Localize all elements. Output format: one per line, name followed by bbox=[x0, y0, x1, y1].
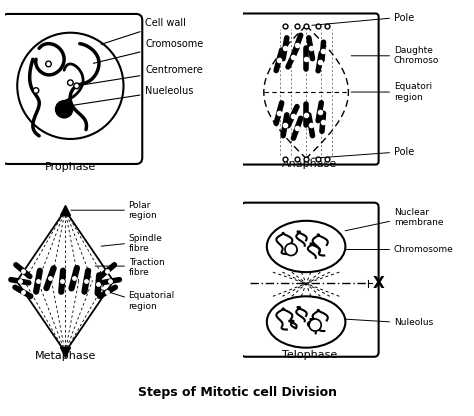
Text: Cromosome: Cromosome bbox=[93, 39, 204, 63]
Text: Polar
region: Polar region bbox=[128, 201, 157, 220]
Text: Prophase: Prophase bbox=[45, 162, 96, 172]
Text: Nueleolus: Nueleolus bbox=[70, 86, 194, 106]
Circle shape bbox=[309, 319, 321, 331]
FancyBboxPatch shape bbox=[241, 203, 379, 357]
Text: Centromere: Centromere bbox=[79, 65, 203, 85]
Text: Chromosome: Chromosome bbox=[394, 245, 454, 254]
Circle shape bbox=[46, 61, 51, 67]
Text: Equatorial
region: Equatorial region bbox=[128, 291, 175, 311]
Circle shape bbox=[285, 243, 297, 255]
Ellipse shape bbox=[267, 296, 346, 348]
Text: Anaphase: Anaphase bbox=[282, 159, 337, 169]
Text: Daughte
Chromoso: Daughte Chromoso bbox=[394, 46, 439, 65]
Text: Spindle
fibre: Spindle fibre bbox=[128, 234, 163, 253]
Text: Traction
fibre: Traction fibre bbox=[128, 258, 164, 277]
Circle shape bbox=[55, 101, 73, 118]
Text: Metaphase: Metaphase bbox=[35, 351, 96, 361]
Text: X: X bbox=[373, 276, 384, 291]
Text: Equatori
region: Equatori region bbox=[394, 82, 432, 102]
Circle shape bbox=[17, 33, 124, 139]
FancyBboxPatch shape bbox=[1, 14, 142, 164]
Text: Nuclear
membrane: Nuclear membrane bbox=[394, 208, 443, 228]
Text: Steps of Mitotic cell Division: Steps of Mitotic cell Division bbox=[137, 386, 337, 399]
Circle shape bbox=[33, 88, 39, 93]
Ellipse shape bbox=[267, 221, 346, 272]
Text: Cell wall: Cell wall bbox=[101, 18, 186, 45]
Circle shape bbox=[74, 83, 80, 89]
Text: Nuleolus: Nuleolus bbox=[394, 317, 433, 327]
Text: Telophase: Telophase bbox=[282, 350, 337, 360]
Text: Pole: Pole bbox=[394, 147, 414, 158]
Circle shape bbox=[68, 80, 73, 86]
FancyBboxPatch shape bbox=[240, 13, 379, 165]
Text: Pole: Pole bbox=[394, 13, 414, 23]
